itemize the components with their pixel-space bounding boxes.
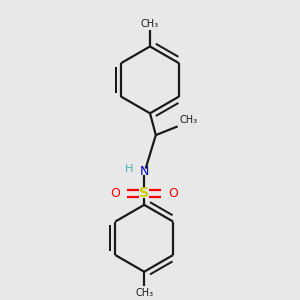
Text: N: N bbox=[140, 165, 149, 178]
Text: O: O bbox=[168, 187, 178, 200]
Text: CH₃: CH₃ bbox=[141, 19, 159, 29]
Text: O: O bbox=[110, 187, 120, 200]
Text: S: S bbox=[139, 186, 149, 200]
Text: CH₃: CH₃ bbox=[135, 288, 153, 298]
Text: CH₃: CH₃ bbox=[179, 115, 197, 125]
Text: H: H bbox=[125, 164, 133, 173]
